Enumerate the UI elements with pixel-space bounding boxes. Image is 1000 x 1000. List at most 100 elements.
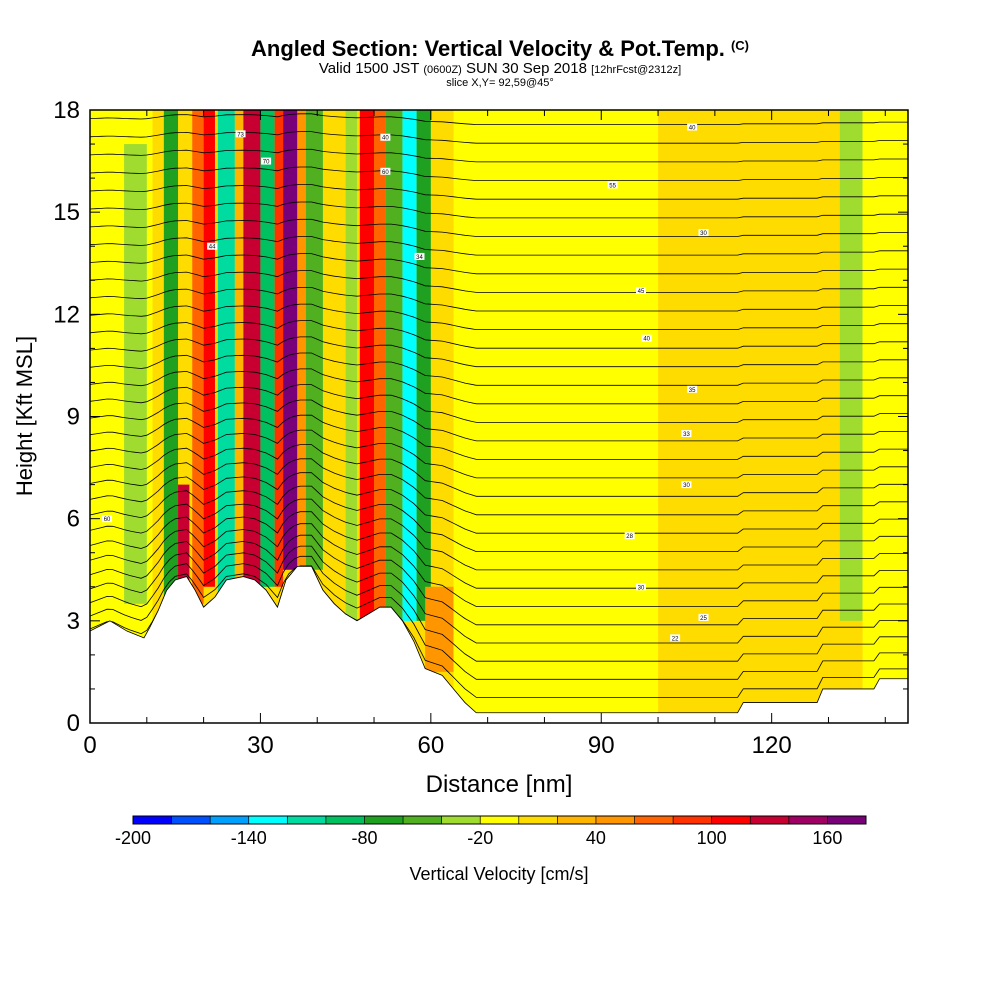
velocity-cell xyxy=(163,110,179,621)
contour-label-bg xyxy=(380,167,391,175)
contour-label: 55 xyxy=(609,183,616,189)
colorbar-swatch xyxy=(518,816,558,824)
colorbar-tick-label: 40 xyxy=(586,828,606,848)
pot-temp-contour xyxy=(90,458,908,516)
velocity-cell xyxy=(243,110,261,587)
contour-label-bg xyxy=(687,123,698,131)
velocity-cell xyxy=(192,110,204,604)
colorbar-swatch xyxy=(171,816,211,824)
x-tick-label: 60 xyxy=(417,732,444,759)
x-tick-label: 120 xyxy=(752,732,792,759)
colorbar-tick-label: -80 xyxy=(351,828,377,848)
colorbar: -200 -140 -80 -20 40 100 160 xyxy=(115,815,867,848)
contour-label-bg xyxy=(261,157,272,165)
plot-area: 60 73 70 44 40 60 34 40 55 30 45 40 35 33 30 28 30 25 22 xyxy=(89,109,909,724)
y-tick-label: 3 xyxy=(67,608,80,635)
forecast-info: [12hrFcst@2312z] xyxy=(591,64,682,76)
colorbar-swatch xyxy=(480,816,520,824)
velocity-cell xyxy=(359,110,375,621)
pot-temp-contour xyxy=(90,218,908,237)
contour-label: 35 xyxy=(689,388,696,394)
velocity-cell xyxy=(402,110,417,621)
velocity-cell xyxy=(274,110,284,587)
colorbar-tick-label: 160 xyxy=(812,828,842,848)
y-tick-label: 18 xyxy=(53,97,80,124)
velocity-cell xyxy=(425,586,454,672)
valid-date: SUN 30 Sep 2018 xyxy=(466,60,587,77)
colorbar-label: Vertical Velocity [cm/s] xyxy=(409,864,588,884)
contour-label: 40 xyxy=(382,136,389,142)
contour-label-bg xyxy=(102,515,113,523)
contour-labels: 60 73 70 44 40 60 34 40 55 30 45 40 35 33 30 28 30 25 22 xyxy=(102,123,709,642)
pot-temp-contour xyxy=(90,286,908,312)
pot-temp-contour xyxy=(90,472,908,534)
y-axis-label: Height [Kft MSL] xyxy=(12,336,37,496)
velocity-cell xyxy=(839,110,863,621)
colorbar-swatch xyxy=(673,816,712,824)
contour-label-bg xyxy=(235,130,246,138)
contour-label: 30 xyxy=(638,585,645,591)
contour-label: 60 xyxy=(104,517,111,523)
velocity-cell xyxy=(203,110,215,587)
velocity-cell xyxy=(283,110,298,570)
colorbar-swatch xyxy=(557,816,597,824)
pot-temp-contour xyxy=(90,303,908,331)
valid-prefix: Valid 1500 JST xyxy=(318,60,420,77)
contour-label-bg xyxy=(687,385,698,393)
colorbar-swatch xyxy=(750,816,790,824)
pot-temp-contour xyxy=(90,523,908,607)
pot-temp-contour xyxy=(90,253,908,275)
pot-temp-contour xyxy=(90,511,908,589)
valid-z: (0600Z) xyxy=(423,64,462,76)
chart-title: Angled Section: Vertical Velocity & Pot.… xyxy=(0,36,1000,62)
pot-temp-contour xyxy=(90,320,908,349)
contour-label: 73 xyxy=(237,132,244,138)
pot-temp-contour xyxy=(90,270,908,293)
chart-valid-line: Valid 1500 JST (0600Z) SUN 30 Sep 2018 [… xyxy=(0,60,1000,77)
colorbar-swatch xyxy=(595,816,635,824)
y-tick-label: 12 xyxy=(53,301,80,328)
pot-temp-contour xyxy=(90,236,908,256)
contour-label-bg xyxy=(607,181,618,189)
pot-temp-contour xyxy=(90,429,908,479)
colorbar-swatch xyxy=(711,816,751,824)
pot-temp-contour xyxy=(90,444,908,497)
contour-label-bg xyxy=(636,583,647,591)
pot-temp-contour xyxy=(90,184,908,200)
contour-label-bg xyxy=(207,242,218,250)
velocity-cell xyxy=(305,110,323,570)
contour-label: 60 xyxy=(382,170,389,176)
colorbar-tick-label: -200 xyxy=(115,828,151,848)
pot-temp-contours xyxy=(90,113,908,698)
x-axis-label: Distance [nm] xyxy=(426,771,573,798)
pot-temp-contour xyxy=(90,565,908,680)
contour-label: 22 xyxy=(672,636,679,642)
colorbar-swatch xyxy=(788,816,828,824)
contour-label: 34 xyxy=(416,255,423,261)
pot-temp-contour xyxy=(90,384,908,423)
contour-label: 44 xyxy=(209,245,216,251)
velocity-cell xyxy=(234,110,244,604)
y-axis: 0 3 6 9 12 15 18 xyxy=(53,97,908,737)
x-tick-label: 30 xyxy=(247,732,274,759)
velocity-field xyxy=(90,110,908,713)
pot-temp-contour xyxy=(90,485,908,552)
pot-temp-contour xyxy=(90,148,908,163)
chart-title-unit: (C) xyxy=(730,38,749,53)
colorbar-swatch xyxy=(287,816,327,824)
contour-label: 30 xyxy=(683,483,690,489)
x-tick-label: 90 xyxy=(588,732,615,759)
contour-label-bg xyxy=(414,252,425,260)
pot-temp-contour xyxy=(90,352,908,386)
contour-label-bg xyxy=(636,286,647,294)
colorbar-swatch xyxy=(634,816,674,824)
terrain-mask xyxy=(89,565,909,724)
pot-temp-contour xyxy=(90,498,908,571)
velocity-cell xyxy=(416,110,431,621)
contour-label: 28 xyxy=(626,534,633,540)
velocity-cell xyxy=(726,110,795,713)
y-tick-label: 9 xyxy=(67,404,80,431)
contour-label-bg xyxy=(698,613,709,621)
pot-temp-contour xyxy=(90,545,908,644)
